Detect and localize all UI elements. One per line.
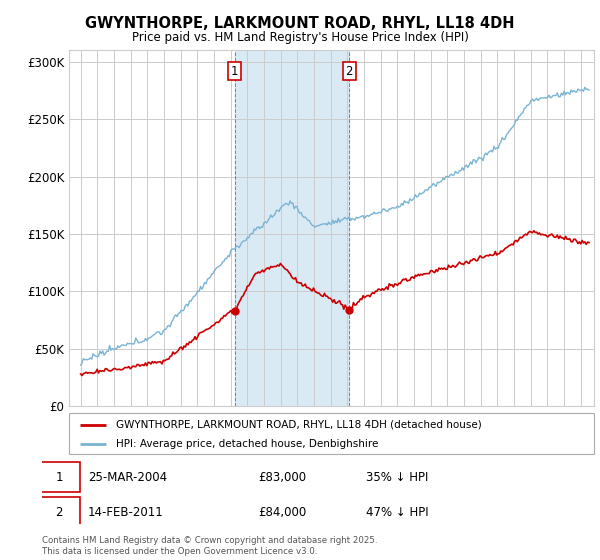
Text: Price paid vs. HM Land Registry's House Price Index (HPI): Price paid vs. HM Land Registry's House …	[131, 31, 469, 44]
Text: Contains HM Land Registry data © Crown copyright and database right 2025.
This d: Contains HM Land Registry data © Crown c…	[42, 536, 377, 556]
Text: GWYNTHORPE, LARKMOUNT ROAD, RHYL, LL18 4DH (detached house): GWYNTHORPE, LARKMOUNT ROAD, RHYL, LL18 4…	[116, 419, 482, 430]
Text: 14-FEB-2011: 14-FEB-2011	[88, 506, 164, 519]
Text: 1: 1	[56, 471, 63, 484]
Bar	[235, 50, 349, 406]
Text: 47% ↓ HPI: 47% ↓ HPI	[366, 506, 428, 519]
Text: 2: 2	[346, 64, 353, 77]
Text: HPI: Average price, detached house, Denbighshire: HPI: Average price, detached house, Denb…	[116, 438, 379, 449]
Text: 25-MAR-2004: 25-MAR-2004	[88, 471, 167, 484]
Text: £83,000: £83,000	[258, 471, 306, 484]
FancyBboxPatch shape	[69, 413, 594, 454]
Text: £84,000: £84,000	[258, 506, 306, 519]
Text: 35% ↓ HPI: 35% ↓ HPI	[366, 471, 428, 484]
Text: GWYNTHORPE, LARKMOUNT ROAD, RHYL, LL18 4DH: GWYNTHORPE, LARKMOUNT ROAD, RHYL, LL18 4…	[85, 16, 515, 31]
FancyBboxPatch shape	[40, 497, 80, 527]
FancyBboxPatch shape	[40, 463, 80, 492]
Text: 2: 2	[56, 506, 63, 519]
Text: 1: 1	[231, 64, 238, 77]
